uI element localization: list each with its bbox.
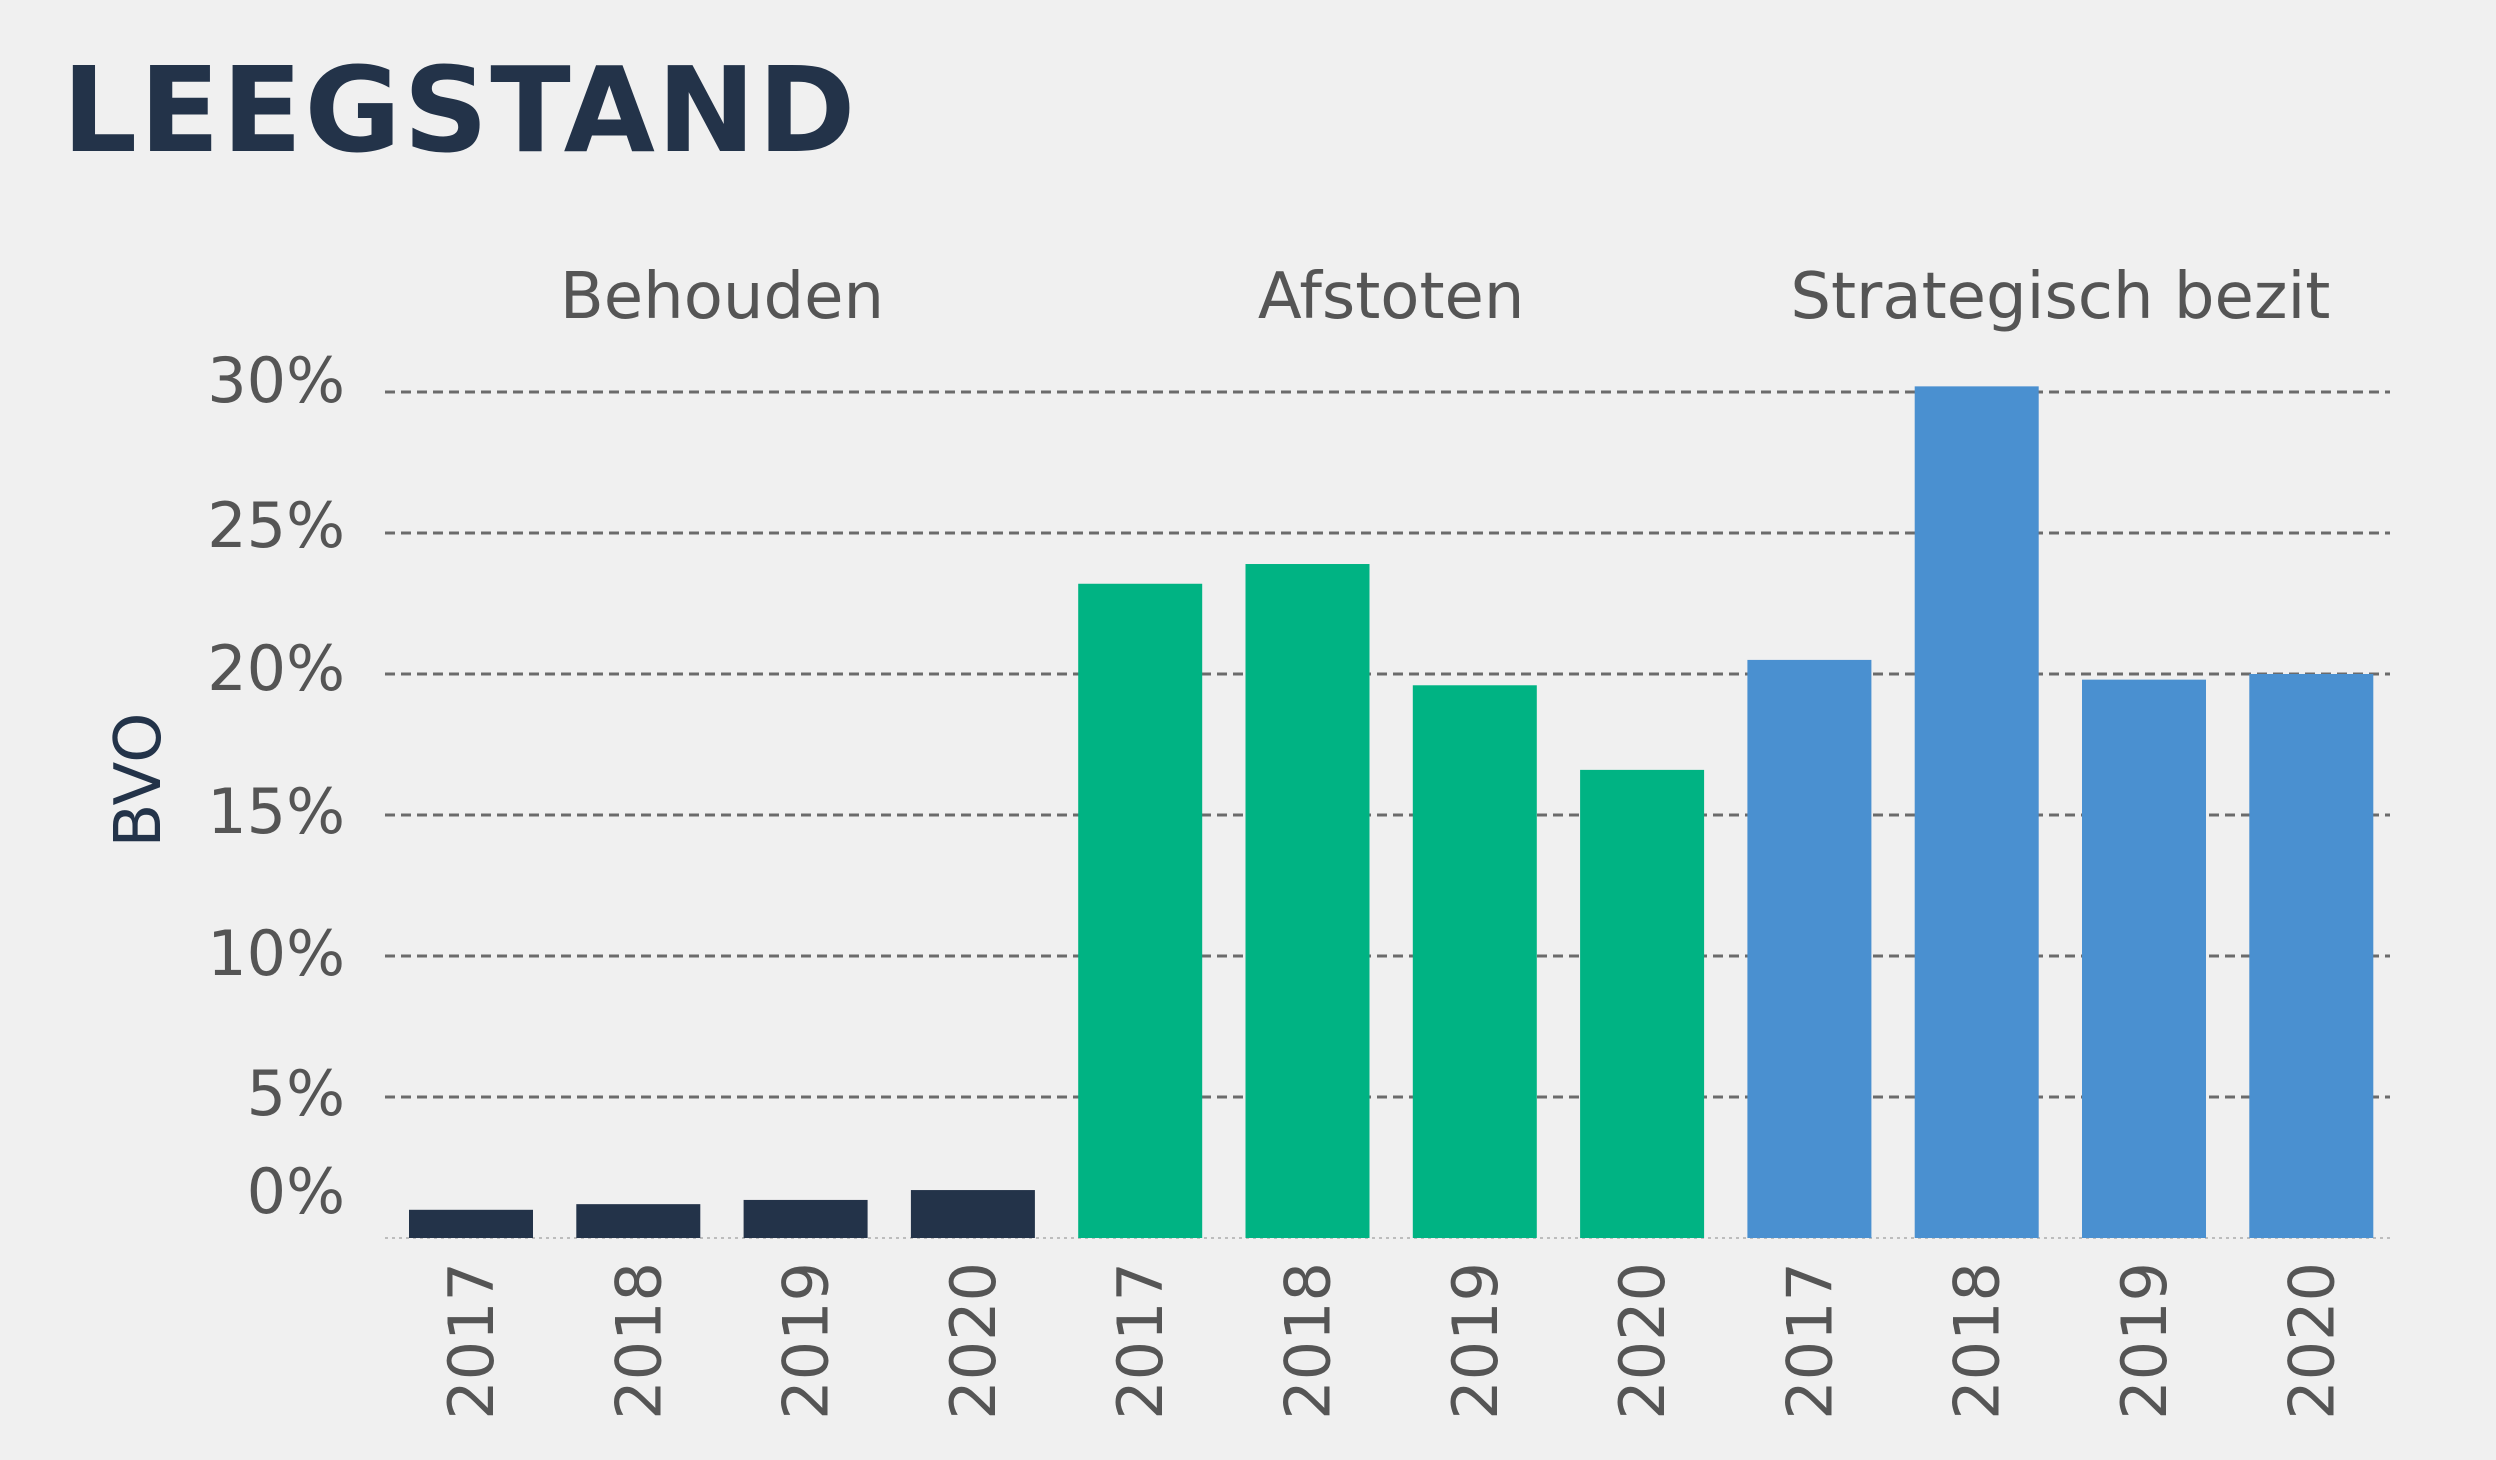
bar-strategisch-bezit-2019 <box>2082 679 2206 1238</box>
bar-strategisch-bezit-2020 <box>2249 674 2374 1238</box>
x-tick-label: 2017 <box>1104 1262 1177 1420</box>
bar-strategisch-bezit-2018 <box>1914 386 2039 1238</box>
bar-strategisch-bezit-2017 <box>1747 659 1872 1238</box>
bar-behouden-2017 <box>409 1209 533 1238</box>
x-tick-label: 2019 <box>2108 1262 2181 1420</box>
chart-title: LEEGSTAND <box>62 41 858 179</box>
bar-afstoten-2017 <box>1078 583 1203 1238</box>
bar-afstoten-2018 <box>1245 564 1370 1238</box>
group-label: Afstoten <box>1258 260 1525 334</box>
x-tick-label: 2018 <box>1941 1262 2014 1420</box>
bar-behouden-2018 <box>576 1204 701 1238</box>
bar-afstoten-2020 <box>1580 769 1705 1238</box>
x-tick-label: 2017 <box>435 1262 508 1420</box>
y-tick-label: 10% <box>207 917 345 990</box>
group-label: Behouden <box>560 260 884 334</box>
y-tick-label: 30% <box>207 344 345 417</box>
x-tick-label: 2017 <box>1773 1262 1846 1420</box>
y-tick-label: 15% <box>207 775 345 848</box>
x-tick-label: 2020 <box>1606 1262 1679 1420</box>
x-tick-label: 2020 <box>2275 1262 2348 1420</box>
y-tick-label: 20% <box>207 632 345 705</box>
y-tick-label: 5% <box>247 1057 345 1130</box>
y-axis-label: BVO <box>102 713 176 848</box>
bar-afstoten-2019 <box>1412 685 1537 1238</box>
x-tick-label: 2019 <box>770 1262 843 1420</box>
y-tick-label: 25% <box>207 489 345 562</box>
bar-behouden-2020 <box>910 1190 1035 1238</box>
x-tick-label: 2018 <box>602 1262 675 1420</box>
x-tick-label: 2019 <box>1439 1262 1512 1420</box>
group-label: Strategisch bezit <box>1790 260 2330 334</box>
y-tick-label: 0% <box>247 1155 345 1228</box>
x-tick-label: 2018 <box>1272 1262 1345 1420</box>
bar-behouden-2019 <box>743 1199 868 1238</box>
x-tick-label: 2020 <box>937 1262 1010 1420</box>
